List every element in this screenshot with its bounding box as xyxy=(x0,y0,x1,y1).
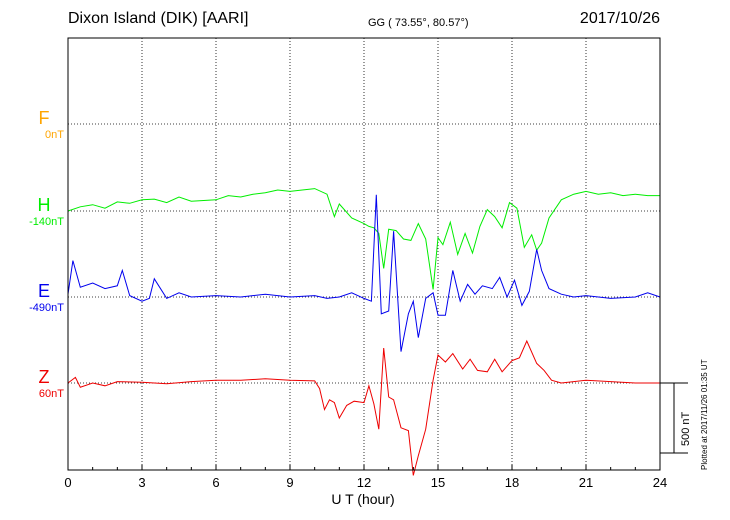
grid-lines xyxy=(68,38,660,470)
x-tick-label: 24 xyxy=(653,475,667,490)
trace-e xyxy=(67,194,661,352)
x-axis-ticks: 0 3 6 9 12 15 18 21 24 xyxy=(64,465,667,490)
component-baseline-h: -140nT xyxy=(29,216,64,228)
x-tick-label: 15 xyxy=(431,475,445,490)
component-label-h: H xyxy=(37,195,51,215)
x-tick-label: 18 xyxy=(505,475,519,490)
trace-h xyxy=(67,188,660,290)
scale-bar-label: 500 nT xyxy=(680,411,692,446)
x-tick-label: 12 xyxy=(357,475,371,490)
traces xyxy=(67,188,661,476)
component-baseline-f: 0nT xyxy=(45,129,64,141)
component-label-e: E xyxy=(37,281,50,301)
component-label-z: Z xyxy=(38,367,50,387)
scale-bar xyxy=(660,382,688,454)
chart-title: Dixon Island (DIK) [AARI] xyxy=(68,10,249,27)
x-tick-label: 0 xyxy=(64,475,71,490)
x-tick-label: 6 xyxy=(212,475,219,490)
component-label-f: F xyxy=(38,108,50,128)
component-baseline-e: -490nT xyxy=(29,302,64,314)
chart-date: 2017/10/26 xyxy=(579,10,660,27)
component-baseline-z: 60nT xyxy=(38,388,64,400)
x-tick-label: 21 xyxy=(579,475,593,490)
x-tick-label: 3 xyxy=(138,475,145,490)
plotted-timestamp: Plotted at 2017/11/26 01:35 UT xyxy=(700,359,709,470)
x-tick-label: 9 xyxy=(286,475,293,490)
station-coordinates: GG ( 73.55°, 80.57°) xyxy=(368,17,469,29)
trace-z xyxy=(67,339,660,476)
x-axis-label: U T (hour) xyxy=(331,491,395,507)
